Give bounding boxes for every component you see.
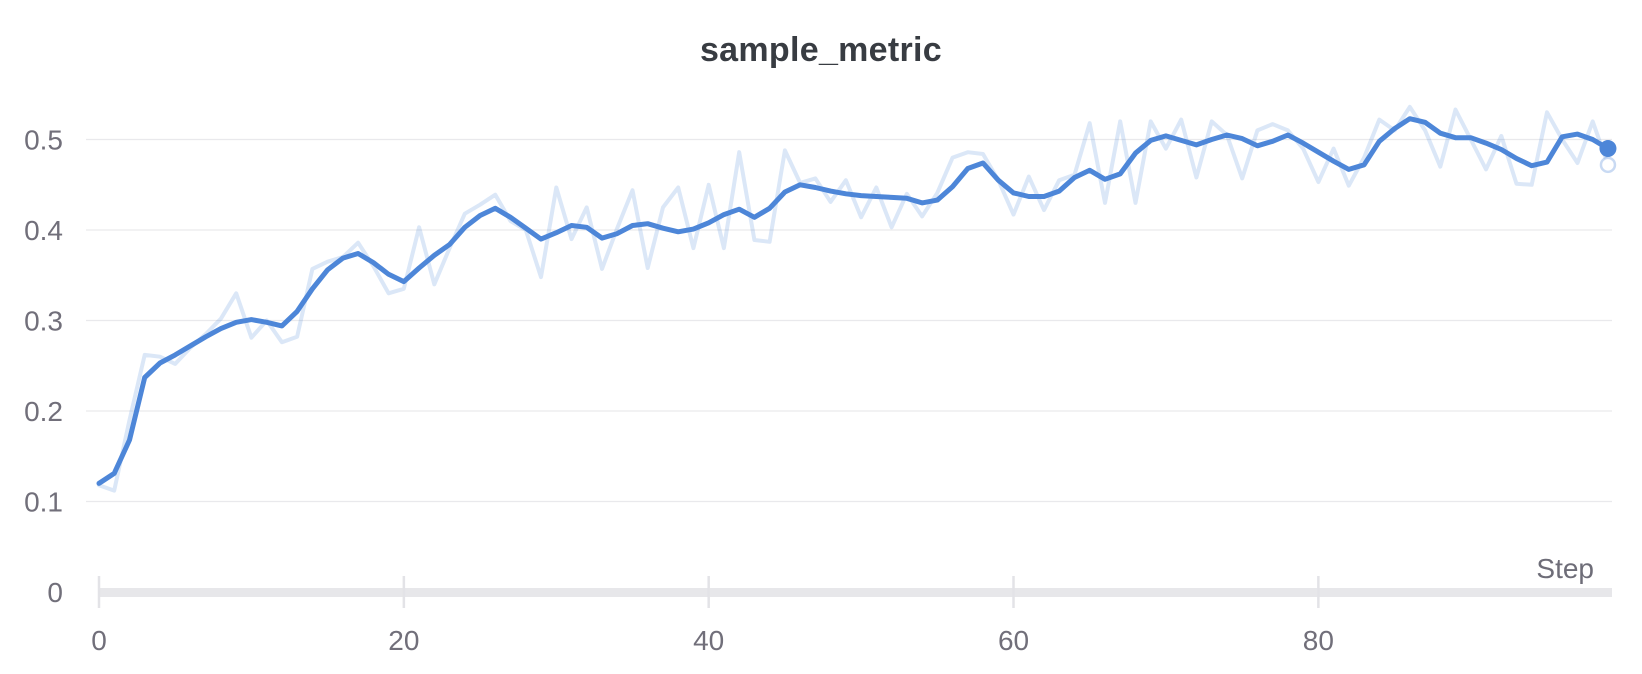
y-tick-label: 0 bbox=[47, 577, 63, 608]
y-tick-label: 0.4 bbox=[24, 215, 63, 246]
x-tick-label: 20 bbox=[388, 625, 419, 656]
y-tick-label: 0.3 bbox=[24, 306, 63, 337]
end-point-dot bbox=[1599, 140, 1617, 158]
x-tick-label: 40 bbox=[693, 625, 724, 656]
y-tick-label: 0.5 bbox=[24, 125, 63, 156]
y-tick-label: 0.2 bbox=[24, 396, 63, 427]
chart-title: sample_metric bbox=[699, 31, 943, 69]
y-tick-label: 0.1 bbox=[24, 487, 63, 518]
x-tick-label: 0 bbox=[91, 625, 107, 656]
x-axis-unit-label: Step bbox=[1536, 553, 1594, 584]
raw-series-line bbox=[97, 104, 1610, 493]
x-tick-label: 60 bbox=[998, 625, 1029, 656]
x-tick-label: 80 bbox=[1303, 625, 1334, 656]
raw-end-ring bbox=[1599, 156, 1617, 174]
smoothed-series-line bbox=[96, 116, 1611, 486]
x-axis-bar bbox=[98, 588, 1612, 597]
